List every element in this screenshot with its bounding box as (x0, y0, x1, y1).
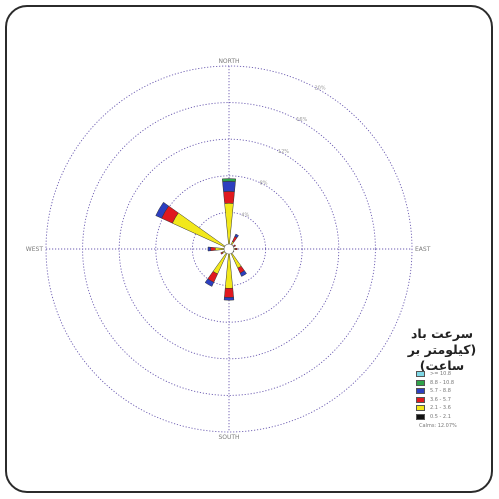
legend-label: 5.7 - 8.8 (430, 388, 451, 395)
legend-swatch (416, 396, 425, 403)
rose-wedge-240-bin3 (220, 251, 224, 255)
ring-label-20: 20% (315, 86, 326, 92)
legend-row: 8.8 - 10.8 (416, 379, 486, 388)
legend-swatch (416, 405, 425, 412)
legend-row: >= 10.8 (416, 370, 486, 379)
rose-wedge-180-bin3 (224, 287, 234, 298)
rose-wedge-210-bin4 (212, 250, 229, 275)
direction-label-west: WEST (26, 246, 44, 253)
direction-label-north: NORTH (218, 58, 239, 65)
ring-label-8: 8% (260, 181, 268, 187)
rose-wedge-0-bin3 (223, 191, 235, 204)
legend-label: 8.8 - 10.8 (430, 379, 455, 386)
legend-row: 3.6 - 5.7 (416, 396, 486, 405)
rose-wedge-270-bin2 (207, 246, 212, 252)
ring-label-4: 4% (241, 212, 249, 218)
ring-label-16: 16% (296, 117, 307, 123)
direction-label-east: EAST (415, 246, 431, 253)
rose-wedge-60-bin3 (233, 244, 236, 248)
legend-label: 2.1 - 3.6 (430, 405, 451, 412)
calms-label: Calms: 12.07% (419, 423, 457, 429)
legend-swatch (416, 388, 425, 395)
rose-wedge-180-bin4 (224, 250, 234, 289)
legend-swatch (416, 379, 425, 386)
legend-row: 2.1 - 3.6 (416, 404, 486, 413)
rose-bars (155, 178, 247, 301)
legend-label: 0.5 - 2.1 (430, 413, 451, 420)
centre-circle (223, 243, 235, 255)
rose-wedge-270-bin3 (210, 246, 216, 252)
rose-wedge-180-bin2 (223, 296, 235, 301)
rose-wedge-0-bin1 (221, 178, 237, 182)
legend-title-line1: سرعت باد (411, 326, 473, 341)
legend-row: 5.7 - 8.8 (416, 387, 486, 396)
rose-wedge-150-bin2 (239, 270, 247, 277)
rose-wedge-0-bin4 (224, 203, 234, 248)
rose-wedge-0-bin2 (222, 181, 236, 192)
labels: 4% 8% 12% 16% 20% NORTH EAST SOUTH WEST (26, 58, 431, 441)
ring-label-12: 12% (278, 149, 289, 155)
legend-label: >= 10.8 (430, 371, 452, 378)
rose-wedge-300-bin4 (172, 212, 228, 249)
rose-wedge-210-bin2 (204, 278, 215, 287)
rose-wedge-30-bin2 (234, 233, 239, 239)
legend-label: 3.6 - 5.7 (430, 396, 451, 403)
legend-swatch (416, 413, 425, 420)
rose-wedge-90-bin3 (235, 247, 238, 251)
speed-legend: >= 10.8 8.8 - 10.8 5.7 - 8.8 3.6 - 5.7 2.1 -… (416, 370, 486, 429)
legend-title: سرعت باد (کیلومتر بر ساعت) (392, 326, 492, 374)
rose-wedge-300-bin2 (155, 201, 170, 219)
legend-row: 0.5 - 2.1 (416, 413, 486, 422)
legend-swatch (416, 371, 425, 378)
direction-label-south: SOUTH (218, 434, 239, 441)
legend-title-line2: (کیلومتر بر ساعت) (407, 342, 477, 373)
